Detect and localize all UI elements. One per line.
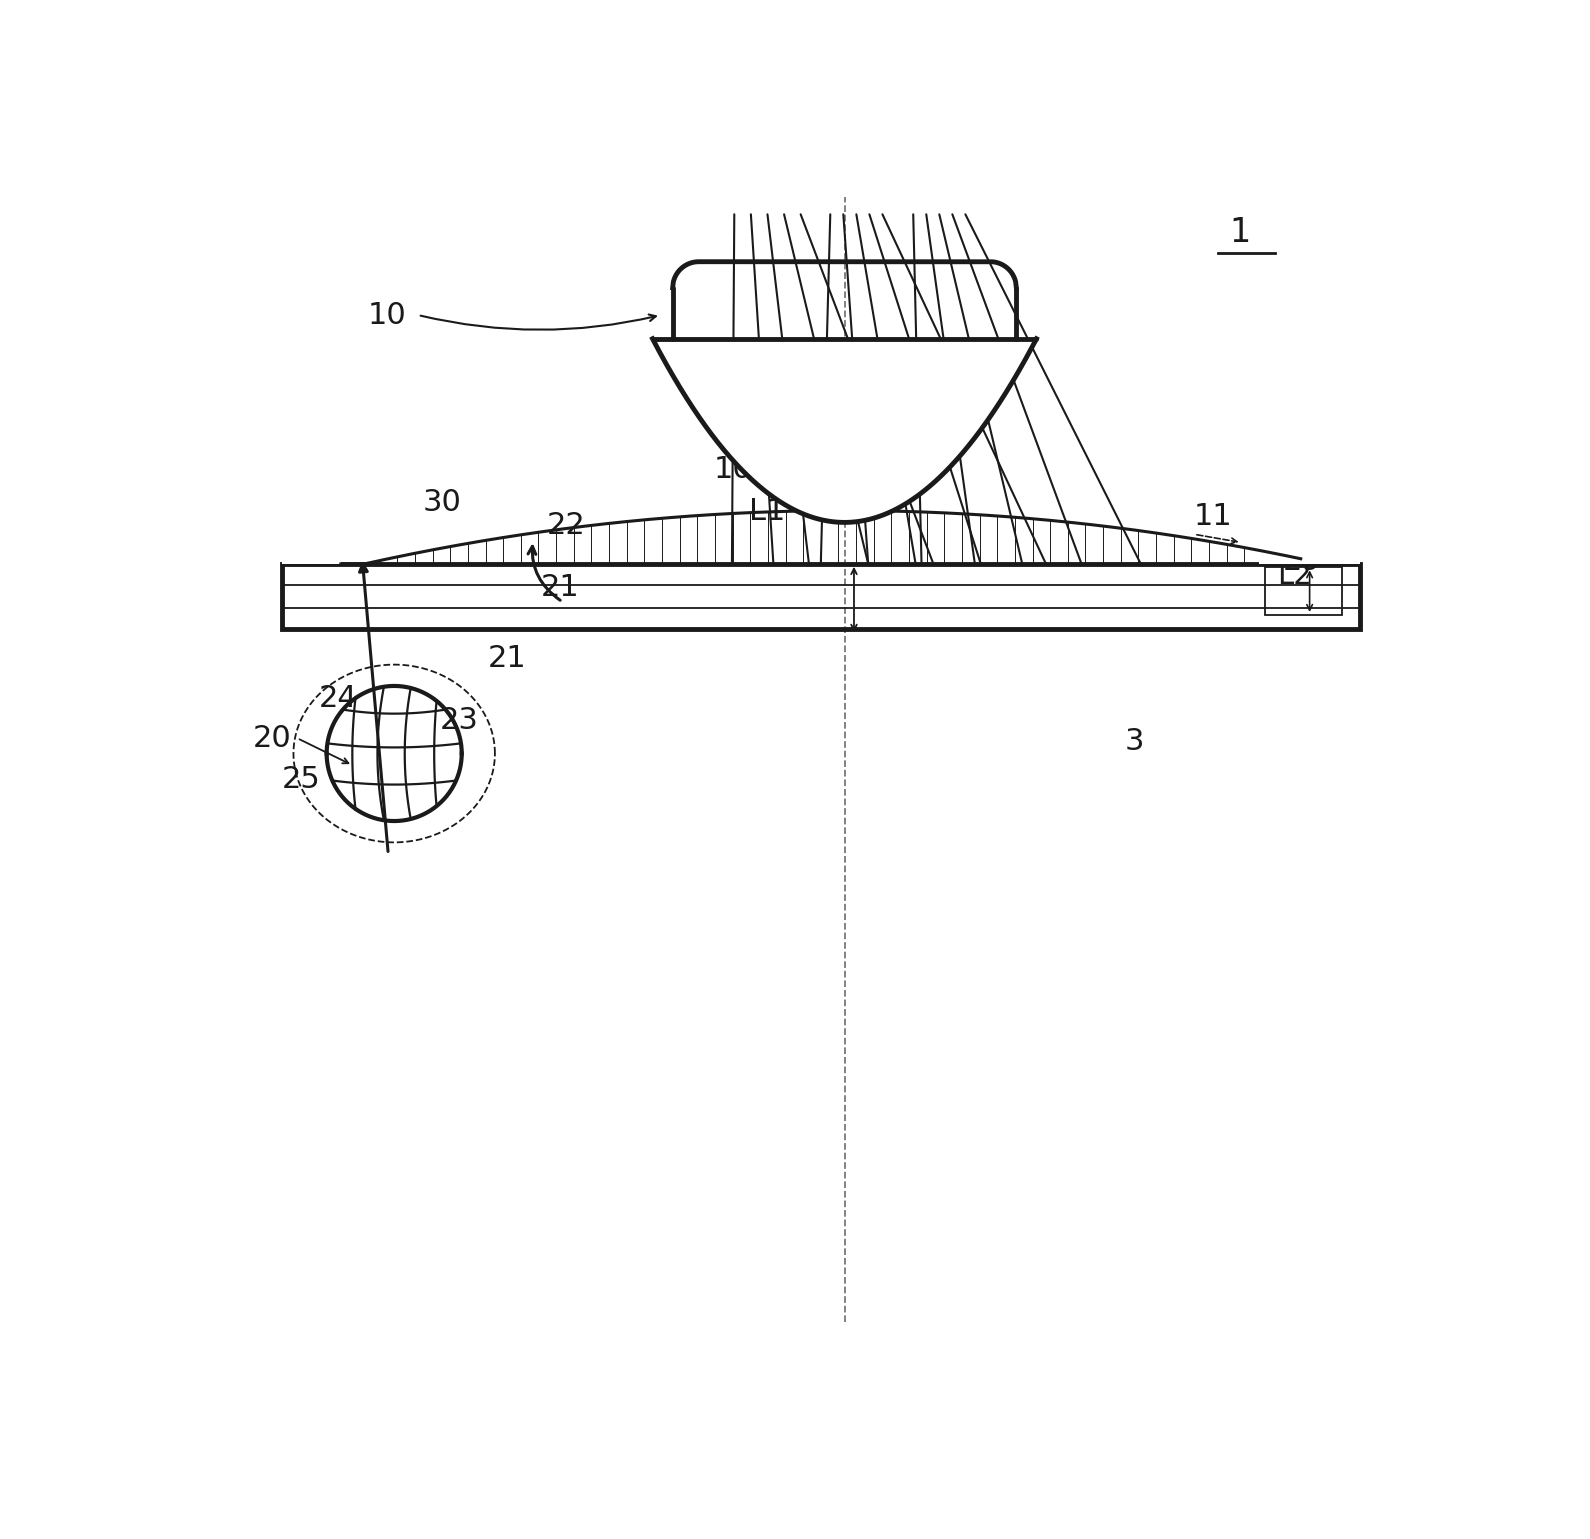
- Text: 21: 21: [541, 573, 579, 602]
- Text: L2: L2: [1277, 562, 1312, 589]
- Text: 20: 20: [253, 723, 291, 753]
- Polygon shape: [652, 339, 1037, 522]
- Polygon shape: [281, 499, 340, 563]
- Text: 10c: 10c: [714, 454, 770, 483]
- Polygon shape: [1259, 499, 1359, 563]
- Text: 30: 30: [423, 488, 461, 517]
- Text: 1: 1: [1229, 215, 1251, 249]
- Text: 3: 3: [1126, 726, 1145, 756]
- Text: 11: 11: [1194, 502, 1232, 531]
- Text: 22: 22: [547, 511, 585, 540]
- Text: 10: 10: [367, 300, 405, 329]
- Text: L1: L1: [749, 497, 785, 526]
- Text: 23: 23: [440, 706, 479, 734]
- Text: 21: 21: [488, 645, 526, 673]
- Text: 25: 25: [281, 765, 321, 794]
- Text: 29: 29: [1283, 546, 1321, 576]
- Text: 24: 24: [320, 685, 358, 714]
